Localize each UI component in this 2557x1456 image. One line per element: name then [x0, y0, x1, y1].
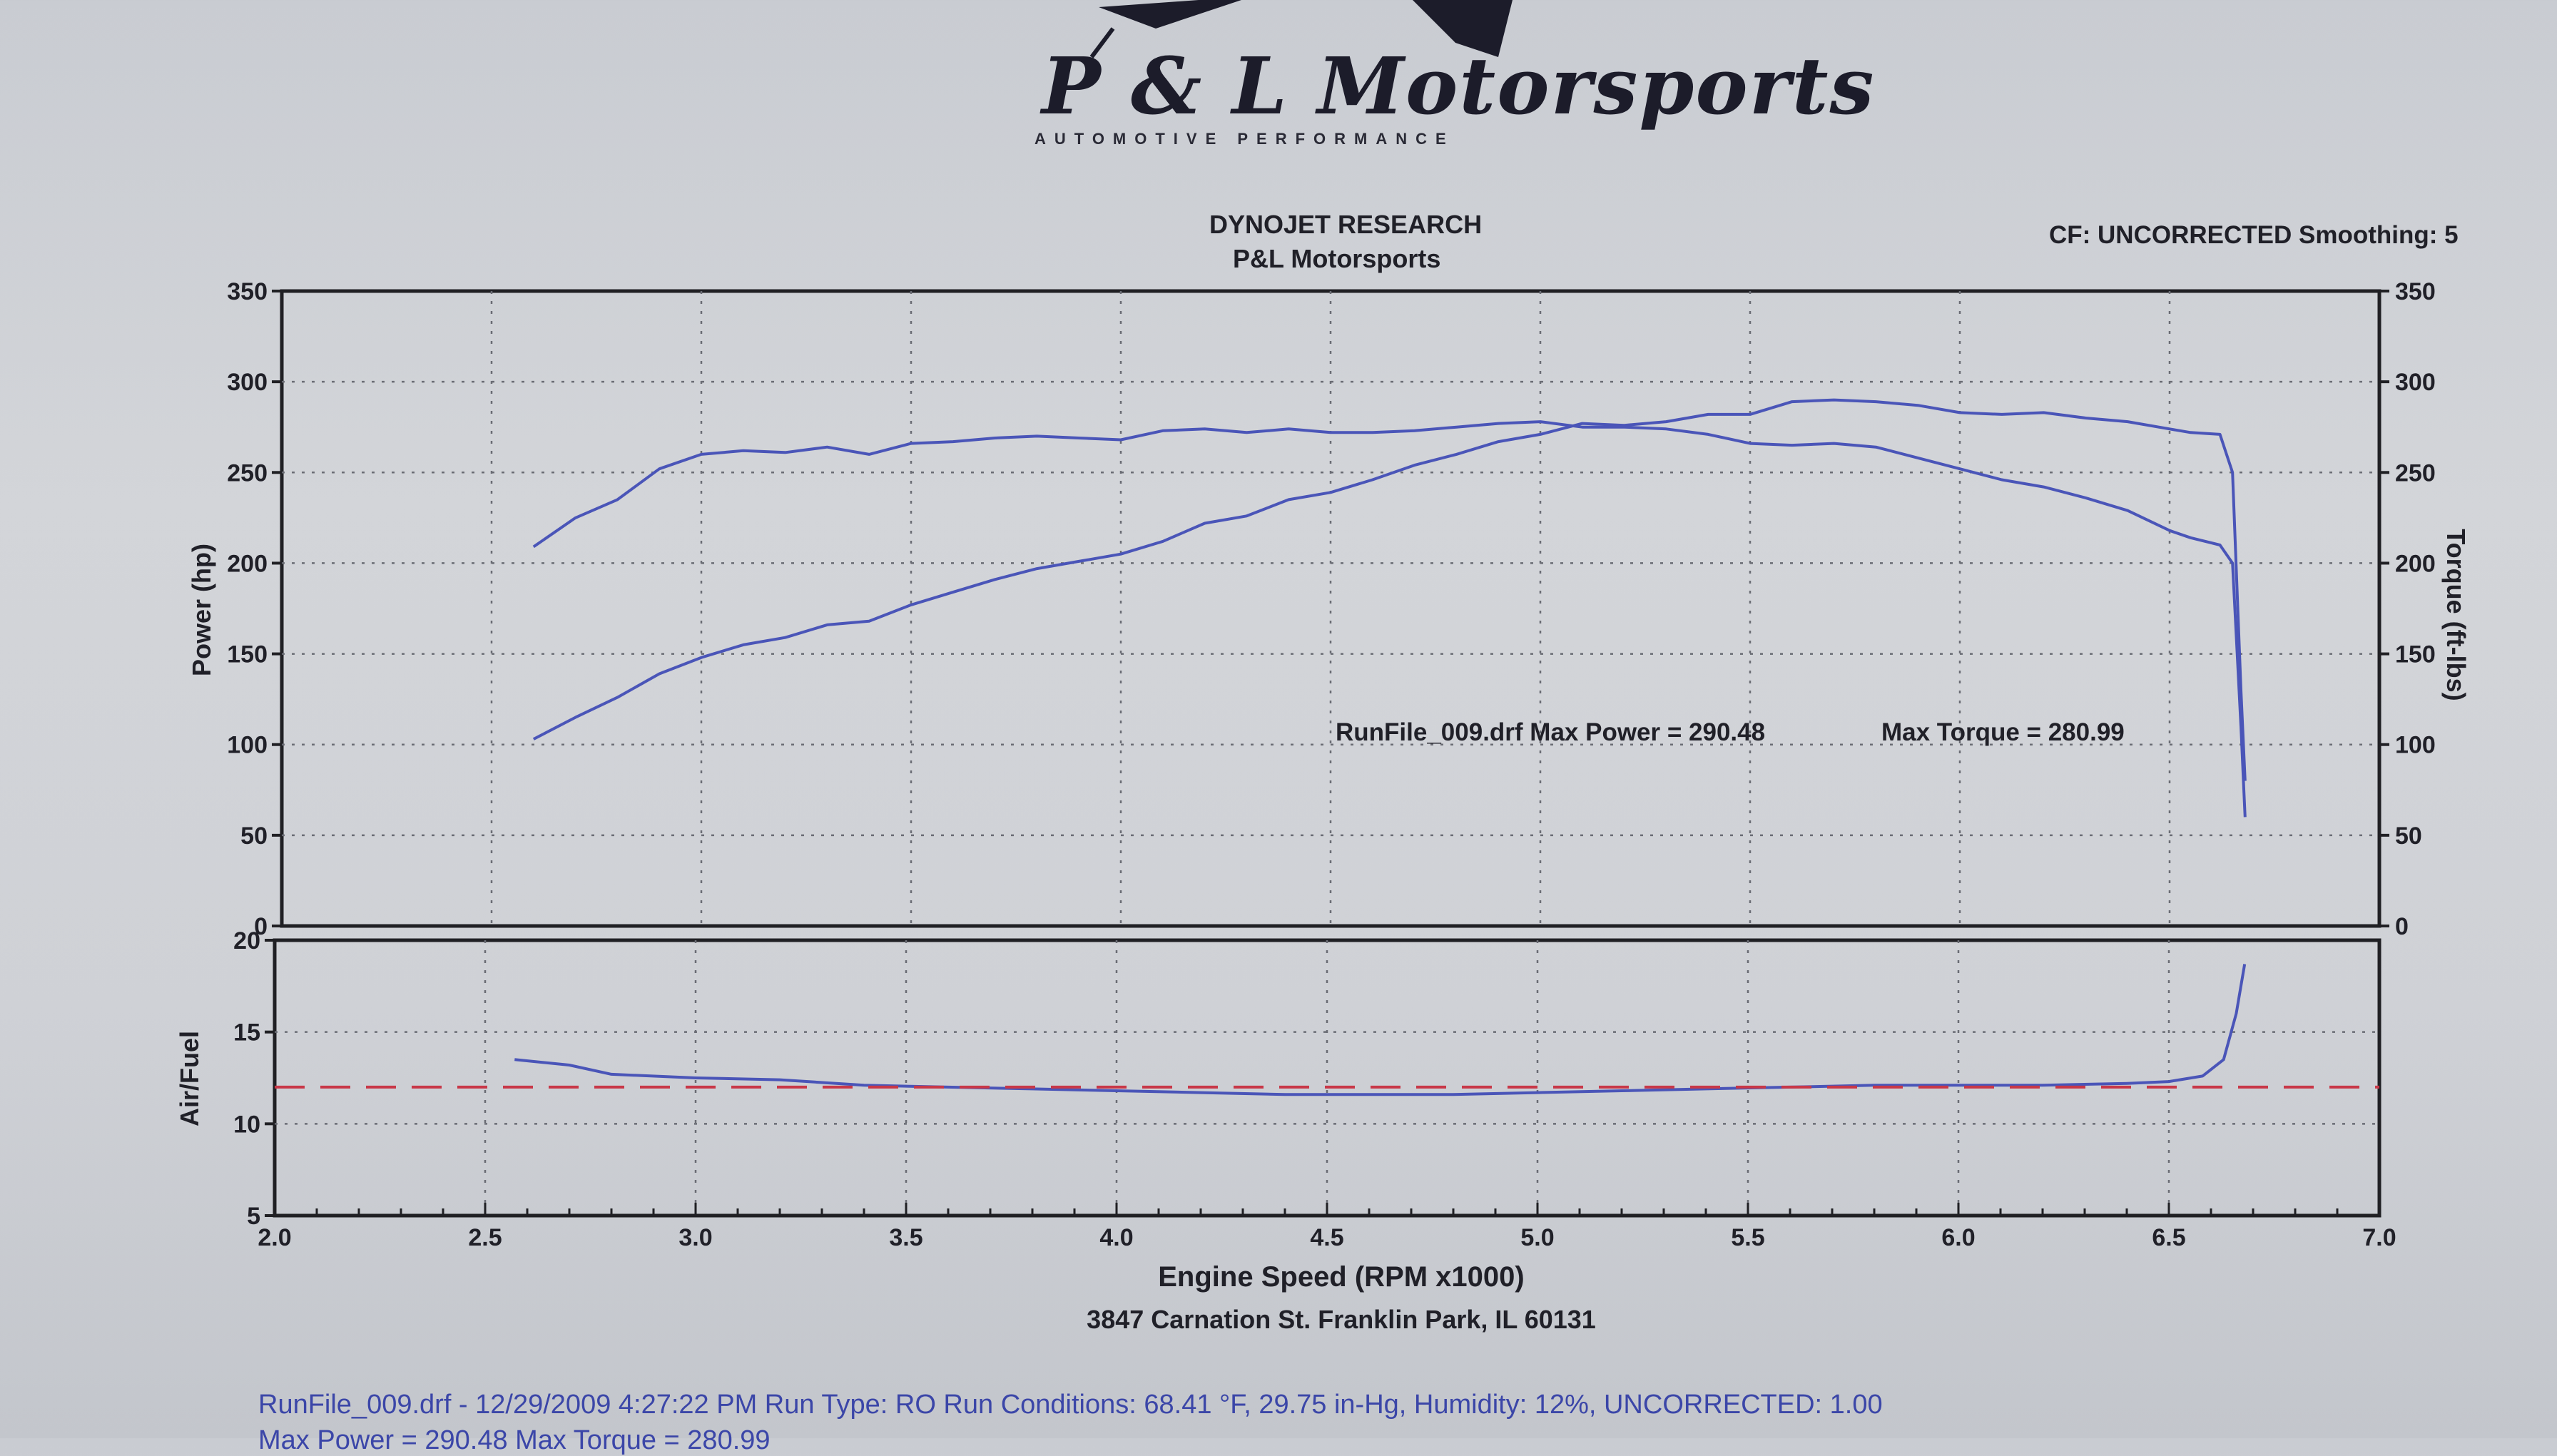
run-info-footer: RunFile_009.drf - 12/29/2009 4:27:22 PM …	[258, 1390, 1883, 1420]
power-axis-label: Power (hp)	[187, 544, 216, 676]
rpm-tick-label: 7.0	[2362, 1224, 2396, 1251]
power-torque-series	[532, 398, 2247, 818]
torque-axis-label: Torque (ft-lbs)	[2441, 529, 2471, 701]
air-fuel-series	[275, 964, 2379, 1096]
rpm-tick-label: 4.0	[1099, 1224, 1133, 1251]
torque-tick-label: 300	[2395, 369, 2436, 396]
logo-tagline: AUTOMOTIVE PERFORMANCE	[1035, 130, 1455, 148]
logo-graphic	[1089, 0, 1513, 58]
air-fuel-tick-label: 15	[233, 1019, 260, 1047]
rpm-tick-label: 2.0	[258, 1224, 291, 1251]
rpm-tick-label: 3.5	[889, 1224, 922, 1251]
torque-tick-label: 0	[2395, 913, 2409, 940]
correction-info: CF: UNCORRECTED Smoothing: 5	[2049, 221, 2459, 249]
power-tick-label: 100	[227, 732, 268, 759]
power-axis-ticks: 0 50 100 150 200 250 300 350	[227, 278, 282, 940]
upper-grid	[282, 291, 2379, 926]
rpm-tick-label: 6.5	[2152, 1224, 2185, 1251]
air-fuel-axis-ticks: 5 10 15 20	[233, 927, 275, 1230]
power-tick-label: 300	[227, 369, 268, 396]
power-tick-label: 50	[240, 823, 268, 850]
power-tick-label: 350	[227, 278, 268, 305]
air-fuel-tick-label: 10	[233, 1111, 260, 1138]
air-fuel-series-line	[514, 964, 2247, 1096]
rpm-tick-label: 2.5	[468, 1224, 502, 1251]
power-torque-plot: 0 50 100 150 200 250 300 350 0 50 100 150 200 250 300…	[187, 278, 2471, 940]
air-fuel-axis-label: Air/Fuel	[175, 1031, 204, 1126]
torque-tick-label: 350	[2395, 278, 2436, 305]
torque-axis-ticks: 0 50 100 150 200 250 300 350	[2379, 278, 2436, 940]
torque-tick-label: 150	[2395, 641, 2436, 668]
torque-tick-label: 250	[2395, 459, 2436, 487]
max-torque-annotation: Max Torque = 280.99	[1881, 718, 2125, 746]
shop-address: 3847 Carnation St. Franklin Park, IL 601…	[1087, 1305, 1596, 1334]
rpm-axis-label: Engine Speed (RPM x1000)	[1158, 1261, 1524, 1293]
air-fuel-tick-label: 5	[247, 1203, 260, 1230]
rpm-tick-label: 5.5	[1731, 1224, 1764, 1251]
run-summary-annotation: RunFile_009.drf Max Power = 290.48	[1336, 718, 1765, 746]
air-fuel-plot: 5 10 15 20 Air/Fuel	[175, 927, 2381, 1230]
power-tick-label: 200	[227, 550, 268, 577]
lower-grid	[275, 940, 2379, 1216]
torque-tick-label: 100	[2395, 732, 2436, 759]
logo-text: P & L Motorsports	[1042, 40, 1876, 132]
rpm-tick-label: 3.0	[678, 1224, 712, 1251]
torque-series-line	[532, 420, 2247, 818]
power-series-line	[532, 398, 2247, 781]
rpm-axis-ticks: 2.0 2.5 3.0 3.5 4.0 4.5 5.0 5.5 6.0 6.5 7.0	[258, 1203, 2396, 1251]
power-tick-label: 150	[227, 641, 268, 668]
air-fuel-tick-label: 20	[233, 927, 260, 954]
rpm-tick-label: 6.0	[1941, 1224, 1975, 1251]
rpm-tick-label: 5.0	[1520, 1224, 1554, 1251]
rpm-tick-label: 4.5	[1310, 1224, 1343, 1251]
run-max-footer: Max Power = 290.48 Max Torque = 280.99	[258, 1425, 771, 1455]
torque-tick-label: 50	[2395, 823, 2422, 850]
chart-subtitle: P&L Motorsports	[1233, 244, 1441, 273]
chart-title: DYNOJET RESEARCH	[1209, 210, 1483, 239]
power-tick-label: 0	[254, 913, 268, 940]
power-tick-label: 250	[227, 459, 268, 487]
torque-tick-label: 200	[2395, 550, 2436, 577]
